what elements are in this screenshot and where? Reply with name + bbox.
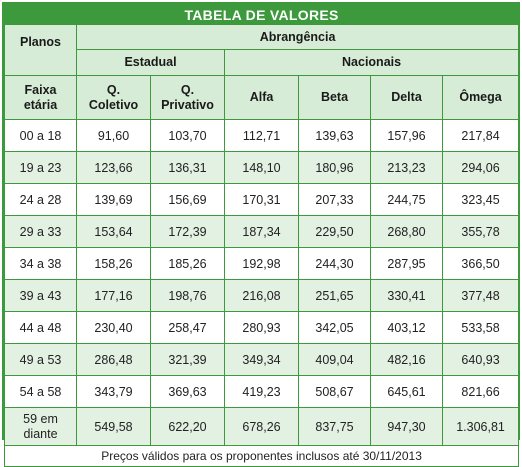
price-cell: 645,61 bbox=[370, 375, 443, 408]
age-range-cell: 39 a 43 bbox=[4, 279, 77, 312]
price-cell: 343,79 bbox=[76, 375, 151, 408]
price-cell: 198,76 bbox=[150, 279, 225, 312]
price-cell: 207,33 bbox=[298, 183, 371, 216]
estadual-header: Estadual bbox=[76, 48, 225, 77]
table-row: 00 a 18 91,60 103,70 112,71 139,63 157,96 217,… bbox=[4, 119, 520, 152]
price-cell: 244,75 bbox=[370, 183, 443, 216]
price-cell: 482,16 bbox=[370, 343, 443, 376]
price-cell: 213,23 bbox=[370, 151, 443, 184]
price-cell: 622,20 bbox=[150, 407, 225, 446]
col-header-q-privativo: Q. Privativo bbox=[150, 75, 225, 120]
price-cell: 148,10 bbox=[224, 151, 299, 184]
price-cell: 280,93 bbox=[224, 311, 299, 344]
validity-note: Preços válidos para os proponentes inclu… bbox=[3, 445, 520, 467]
price-cell: 139,69 bbox=[76, 183, 151, 216]
price-cell: 419,23 bbox=[224, 375, 299, 408]
price-cell: 678,26 bbox=[224, 407, 299, 446]
table-row: 54 a 58 343,79 369,63 419,23 508,67 645,61 821… bbox=[4, 375, 520, 408]
table-row: 44 a 48 230,40 258,47 280,93 342,05 403,12 533… bbox=[4, 311, 520, 344]
price-cell: 153,64 bbox=[76, 215, 151, 248]
price-cell: 112,71 bbox=[224, 119, 299, 152]
planos-header: Planos bbox=[4, 24, 77, 76]
faixa-label-line1: Faixa bbox=[24, 82, 57, 97]
age-range-cell: 44 a 48 bbox=[4, 311, 77, 344]
table-body: 00 a 18 91,60 103,70 112,71 139,63 157,96 217,… bbox=[4, 119, 520, 446]
price-cell: 355,78 bbox=[441, 215, 520, 248]
age-range-cell: 34 a 38 bbox=[4, 247, 77, 280]
price-cell: 172,39 bbox=[150, 215, 225, 248]
price-table: TABELA DE VALORES Planos Abrangência Est… bbox=[3, 4, 520, 467]
price-cell: 323,45 bbox=[441, 183, 520, 216]
price-cell: 409,04 bbox=[298, 343, 371, 376]
price-cell: 158,26 bbox=[76, 247, 151, 280]
price-cell: 321,39 bbox=[150, 343, 225, 376]
table-row: 39 a 43 177,16 198,76 216,08 251,65 330,41 377… bbox=[4, 279, 520, 312]
price-cell: 192,98 bbox=[224, 247, 299, 280]
price-cell: 369,63 bbox=[150, 375, 225, 408]
price-cell: 185,26 bbox=[150, 247, 225, 280]
price-cell: 187,34 bbox=[224, 215, 299, 248]
age-range-cell: 59 em diante bbox=[4, 407, 77, 446]
col-header-beta: Beta bbox=[298, 75, 371, 120]
price-cell: 330,41 bbox=[370, 279, 443, 312]
table-row: 29 a 33 153,64 172,39 187,34 229,50 268,80 355… bbox=[4, 215, 520, 248]
nacionais-header: Nacionais bbox=[223, 48, 520, 77]
price-cell: 366,50 bbox=[441, 247, 520, 280]
price-cell: 157,96 bbox=[370, 119, 443, 152]
price-cell: 349,34 bbox=[224, 343, 299, 376]
price-cell: 244,30 bbox=[298, 247, 371, 280]
price-cell: 136,31 bbox=[150, 151, 225, 184]
price-cell: 286,48 bbox=[76, 343, 151, 376]
price-cell: 258,47 bbox=[150, 311, 225, 344]
col-header-alfa: Alfa bbox=[224, 75, 299, 120]
price-cell: 533,58 bbox=[441, 311, 520, 344]
price-cell: 377,48 bbox=[441, 279, 520, 312]
table-row: 19 a 23 123,66 136,31 148,10 180,96 213,23 294… bbox=[4, 151, 520, 184]
price-cell: 294,06 bbox=[441, 151, 520, 184]
col-header-q-coletivo: Q. Coletivo bbox=[76, 75, 151, 120]
price-cell: 91,60 bbox=[76, 119, 151, 152]
price-cell: 821,66 bbox=[441, 375, 520, 408]
price-cell: 268,80 bbox=[370, 215, 443, 248]
price-cell: 640,93 bbox=[441, 343, 520, 376]
price-cell: 170,31 bbox=[224, 183, 299, 216]
age-range-cell: 19 a 23 bbox=[4, 151, 77, 184]
price-cell: 156,69 bbox=[150, 183, 225, 216]
abrangencia-header: Abrangência bbox=[75, 24, 520, 50]
price-cell: 216,08 bbox=[224, 279, 299, 312]
price-cell: 180,96 bbox=[298, 151, 371, 184]
price-cell: 251,65 bbox=[298, 279, 371, 312]
price-cell: 342,05 bbox=[298, 311, 371, 344]
faixa-label-line2: etária bbox=[23, 97, 58, 112]
table-row: 34 a 38 158,26 185,26 192,98 244,30 287,95 366… bbox=[4, 247, 520, 280]
price-cell: 837,75 bbox=[298, 407, 371, 446]
price-cell: 1.306,81 bbox=[441, 407, 520, 446]
price-cell: 287,95 bbox=[370, 247, 443, 280]
price-cell: 229,50 bbox=[298, 215, 371, 248]
price-cell: 549,58 bbox=[76, 407, 151, 446]
price-cell: 230,40 bbox=[76, 311, 151, 344]
col-header-delta: Delta bbox=[370, 75, 443, 120]
price-cell: 177,16 bbox=[76, 279, 151, 312]
price-cell: 217,84 bbox=[441, 119, 520, 152]
price-cell: 103,70 bbox=[150, 119, 225, 152]
table-row: 24 a 28 139,69 156,69 170,31 207,33 244,75 323… bbox=[4, 183, 520, 216]
age-range-cell: 54 a 58 bbox=[4, 375, 77, 408]
price-cell: 139,63 bbox=[298, 119, 371, 152]
age-range-cell: 49 a 53 bbox=[4, 343, 77, 376]
age-range-cell: 29 a 33 bbox=[4, 215, 77, 248]
table-row: 59 em diante 549,58 622,20 678,26 837,75 947,3… bbox=[4, 407, 520, 446]
price-cell: 947,30 bbox=[370, 407, 443, 446]
faixa-etaria-header: Faixa etária bbox=[4, 75, 77, 120]
price-cell: 123,66 bbox=[76, 151, 151, 184]
age-range-cell: 24 a 28 bbox=[4, 183, 77, 216]
price-cell: 508,67 bbox=[298, 375, 371, 408]
price-cell: 403,12 bbox=[370, 311, 443, 344]
table-row: 49 a 53 286,48 321,39 349,34 409,04 482,16 640… bbox=[4, 343, 520, 376]
table-title: TABELA DE VALORES bbox=[3, 4, 520, 25]
age-range-cell: 00 a 18 bbox=[4, 119, 77, 152]
col-header-omega: Ômega bbox=[441, 75, 520, 120]
